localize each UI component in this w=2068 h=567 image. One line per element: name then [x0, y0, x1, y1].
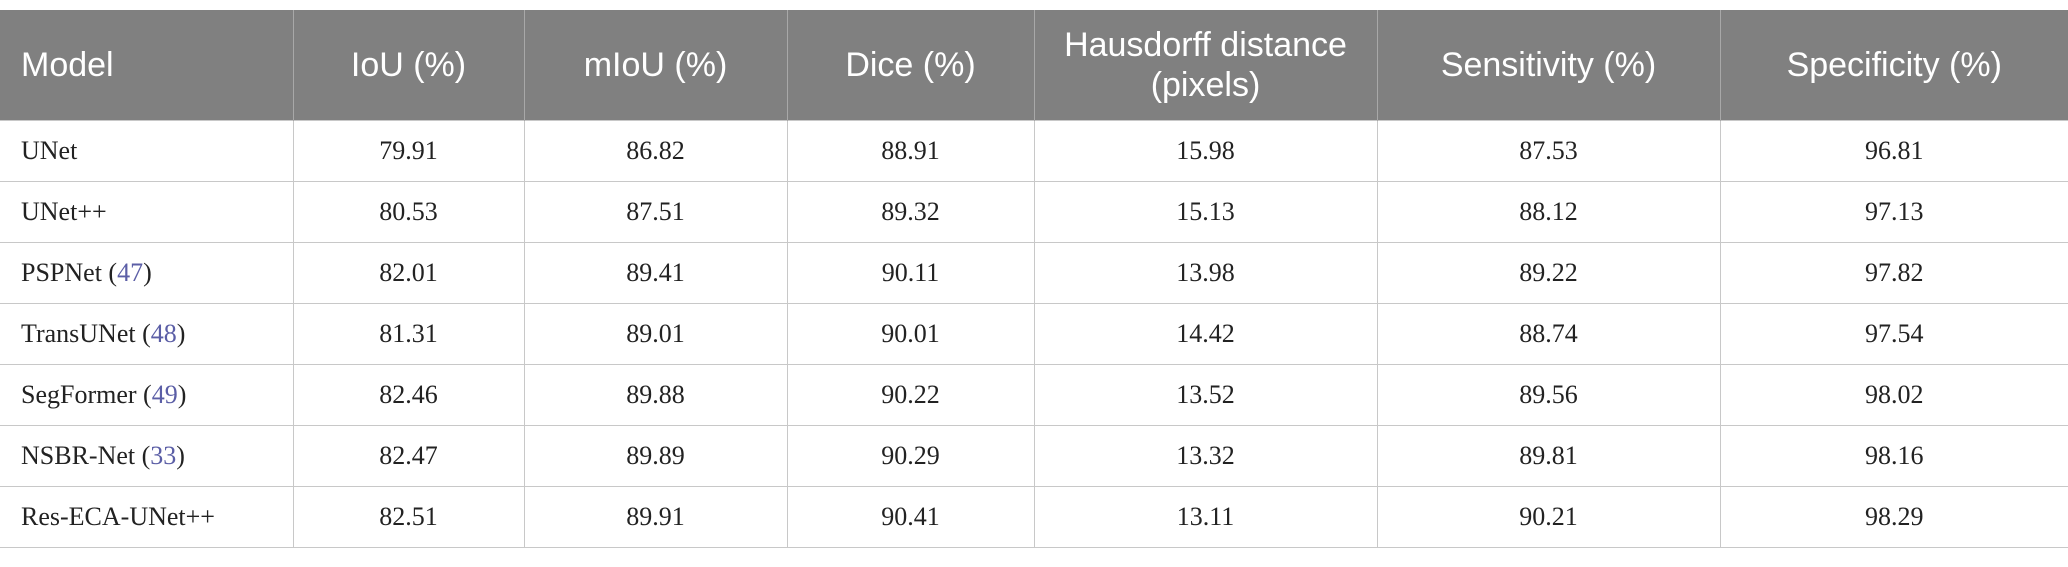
model-name: ) [143, 258, 152, 287]
value-cell: 89.32 [786, 181, 1035, 243]
value-cell: 88.91 [786, 120, 1035, 182]
results-table: Model IoU (%) mIoU (%) Dice (%) Hausdorff di… [0, 10, 2068, 548]
reference-link[interactable]: 49 [151, 380, 178, 409]
value-cell: 80.53 [292, 181, 525, 243]
table-row: TransUNet (48) 81.31 89.01 90.01 14.42 88.74 9… [0, 303, 2068, 365]
value-cell: 98.29 [1719, 486, 2068, 548]
value-cell: 82.46 [292, 364, 525, 426]
value-cell: 79.91 [292, 120, 525, 182]
model-name: PSPNet ( [21, 258, 118, 287]
value-cell: 82.47 [292, 425, 525, 487]
value-cell: 82.51 [292, 486, 525, 548]
table-row: UNet++ 80.53 87.51 89.32 15.13 88.12 97.13 [0, 181, 2068, 243]
model-name: ) [176, 319, 186, 348]
value-cell: 13.11 [1033, 486, 1378, 548]
model-cell: UNet++ [0, 181, 294, 243]
table-row: Res-ECA-UNet++ 82.51 89.91 90.41 13.11 90.21 9… [0, 486, 2068, 548]
model-name: NSBR-Net ( [21, 441, 151, 470]
model-name: SegFormer ( [21, 380, 152, 409]
value-cell: 98.16 [1719, 425, 2068, 487]
header-cell: Model [0, 10, 293, 121]
model-name: Res-ECA-UNet++ [21, 502, 215, 531]
value-cell: 97.82 [1719, 242, 2068, 304]
value-cell: 88.12 [1376, 181, 1721, 243]
value-cell: 90.11 [786, 242, 1035, 304]
model-cell: Res-ECA-UNet++ [0, 486, 294, 548]
value-cell: 96.81 [1719, 120, 2068, 182]
value-cell: 98.02 [1719, 364, 2068, 426]
value-cell: 89.56 [1376, 364, 1721, 426]
header-cell: Specificity (%) [1719, 10, 2068, 121]
value-cell: 13.98 [1033, 242, 1378, 304]
value-cell: 90.41 [786, 486, 1035, 548]
value-cell: 87.51 [523, 181, 788, 243]
model-name: ) [177, 380, 187, 409]
reference-link[interactable]: 33 [150, 441, 177, 470]
value-cell: 15.98 [1033, 120, 1378, 182]
value-cell: 89.91 [523, 486, 788, 548]
value-cell: 97.54 [1719, 303, 2068, 365]
value-cell: 89.41 [523, 242, 788, 304]
header-cell: IoU (%) [292, 10, 524, 121]
table-row: PSPNet (47) 82.01 89.41 90.11 13.98 89.22 97.8… [0, 242, 2068, 304]
value-cell: 89.01 [523, 303, 788, 365]
model-cell: SegFormer (49) [0, 364, 294, 426]
header-cell: Sensitivity (%) [1376, 10, 1720, 121]
value-cell: 86.82 [523, 120, 788, 182]
value-cell: 97.13 [1719, 181, 2068, 243]
value-cell: 89.81 [1376, 425, 1721, 487]
header-row: Model IoU (%) mIoU (%) Dice (%) Hausdorff di… [0, 10, 2068, 121]
value-cell: 87.53 [1376, 120, 1721, 182]
table-row: UNet 79.91 86.82 88.91 15.98 87.53 96.81 [0, 120, 2068, 182]
model-name: UNet++ [21, 197, 107, 226]
value-cell: 89.88 [523, 364, 788, 426]
value-cell: 13.32 [1033, 425, 1378, 487]
value-cell: 82.01 [292, 242, 525, 304]
model-name: TransUNet ( [21, 319, 151, 348]
header-cell: Dice (%) [786, 10, 1034, 121]
value-cell: 90.01 [786, 303, 1035, 365]
header-cell: Hausdorff distance (pixels) [1033, 10, 1377, 121]
model-cell: NSBR-Net (33) [0, 425, 294, 487]
reference-link[interactable]: 47 [117, 258, 144, 287]
value-cell: 90.29 [786, 425, 1035, 487]
model-name: ) [176, 441, 185, 470]
model-cell: UNet [0, 120, 294, 182]
reference-link[interactable]: 48 [150, 319, 177, 348]
value-cell: 13.52 [1033, 364, 1378, 426]
value-cell: 88.74 [1376, 303, 1721, 365]
value-cell: 90.22 [786, 364, 1035, 426]
model-cell: PSPNet (47) [0, 242, 294, 304]
value-cell: 15.13 [1033, 181, 1378, 243]
model-name: UNet [21, 136, 78, 165]
model-cell: TransUNet (48) [0, 303, 294, 365]
header-cell: mIoU (%) [523, 10, 787, 121]
value-cell: 90.21 [1376, 486, 1721, 548]
table-body: UNet 79.91 86.82 88.91 15.98 87.53 96.81 UNet++… [0, 120, 2068, 548]
table-row: NSBR-Net (33) 82.47 89.89 90.29 13.32 89.81 98… [0, 425, 2068, 487]
value-cell: 14.42 [1033, 303, 1378, 365]
table-row: SegFormer (49) 82.46 89.88 90.22 13.52 89.56 9… [0, 364, 2068, 426]
value-cell: 89.22 [1376, 242, 1721, 304]
value-cell: 89.89 [523, 425, 788, 487]
value-cell: 81.31 [292, 303, 525, 365]
